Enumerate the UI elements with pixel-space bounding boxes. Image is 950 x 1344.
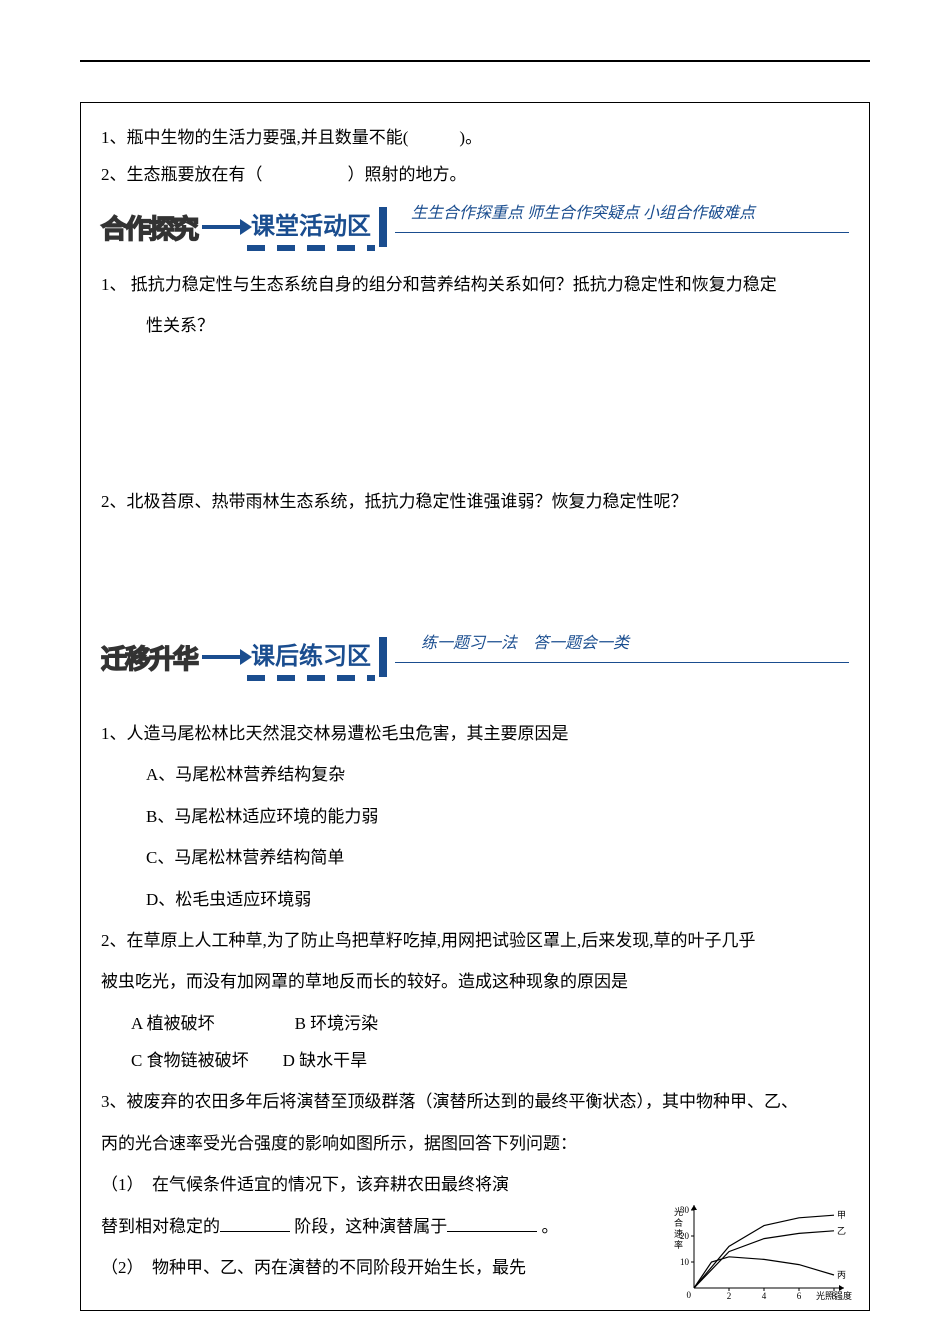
practice-q3-1a: （1） 在气候条件适宜的情况下，该弃耕农田最终将演 <box>101 1166 621 1203</box>
q2-opt-d: D 缺水干旱 <box>283 1051 368 1070</box>
content-frame: 1、瓶中生物的生活力要强,并且数量不能( )。 2、生态瓶要放在有（ ）照射的地… <box>80 102 870 1311</box>
practice-q1-b: B、马尾松林适应环境的能力弱 <box>101 798 849 835</box>
blank-fill-1[interactable] <box>220 1214 290 1232</box>
title-right-bar <box>379 637 387 677</box>
section-title-practice: 课后练习区 <box>247 634 375 673</box>
practice-q3-1b: 替到相对稳定的 阶段，这种演替属于 。 <box>101 1208 621 1245</box>
q2-opt-b: B 环境污染 <box>295 1014 379 1033</box>
arrow-icon <box>202 225 242 229</box>
section-header-practice: 迁移升华 课后练习区 练一题习一法 答一题会一类 <box>101 634 849 681</box>
section-title-box: 课后练习区 <box>247 634 375 681</box>
svg-text:速: 速 <box>674 1229 683 1239</box>
practice-q3: 3、被废弃的农田多年后将演替至顶级群落（演替所达到的最终平衡状态），其中物种甲、… <box>101 1083 849 1120</box>
svg-text:乙: 乙 <box>837 1226 846 1236</box>
activity-q1-cont: 性关系？ <box>101 307 849 344</box>
q3-1b-pre: 替到相对稳定的 <box>101 1217 220 1236</box>
section-subtitle-1: 生生合作探重点 师生合作突疑点 小组合作破难点 <box>411 199 755 223</box>
title-right-bar <box>379 207 387 247</box>
svg-text:10: 10 <box>680 1257 690 1267</box>
header-divider <box>395 662 849 663</box>
svg-text:0: 0 <box>687 1290 692 1300</box>
practice-q2-cont: 被虫吃光，而没有加网罩的草地反而长的较好。造成这种现象的原因是 <box>101 963 849 1000</box>
blank-fill-2[interactable] <box>447 1214 537 1232</box>
q2-opt-c: C 食物链被破坏 <box>131 1051 249 1070</box>
dash-underline <box>247 245 375 251</box>
q3-1b-post: 。 <box>537 1217 558 1236</box>
intro-line-1: 1、瓶中生物的生活力要强,并且数量不能( )。 <box>101 119 849 156</box>
svg-text:2: 2 <box>727 1291 732 1300</box>
outline-label-transfer: 迁移升华 <box>101 639 197 676</box>
q3-1b-mid: 阶段，这种演替属于 <box>290 1217 447 1236</box>
q2-options-row2: C 食物链被破坏 D 缺水干旱 <box>101 1042 849 1079</box>
svg-text:合: 合 <box>674 1217 683 1228</box>
svg-text:率: 率 <box>674 1239 683 1250</box>
arrow-icon <box>202 655 242 659</box>
practice-q1-d: D、松毛虫适应环境弱 <box>101 881 849 918</box>
activity-q1: 1、 抵抗力稳定性与生态系统自身的组分和营养结构关系如何？抵抗力稳定性和恢复力稳… <box>101 266 849 303</box>
practice-q2: 2、在草原上人工种草,为了防止鸟把草籽吃掉,用网把试验区罩上,后来发现,草的叶子… <box>101 922 849 959</box>
header-divider <box>395 232 849 233</box>
activity-q2: 2、北极苔原、热带雨林生态系统，抵抗力稳定性谁强谁弱？恢复力稳定性呢？ <box>101 483 849 520</box>
practice-q3-cont: 丙的光合速率受光合强度的影响如图所示，据图回答下列问题： <box>101 1125 849 1162</box>
q2-opt-a: A 植被破坏 <box>131 1014 215 1033</box>
dash-underline <box>247 675 375 681</box>
section-title-box: 课堂活动区 <box>247 204 375 251</box>
header-rule <box>80 60 870 62</box>
section-title-activity: 课堂活动区 <box>247 204 375 243</box>
svg-text:甲: 甲 <box>837 1211 846 1221</box>
intro-line-2: 2、生态瓶要放在有（ ）照射的地方。 <box>101 156 849 193</box>
q2-options-row1: A 植被破坏 B 环境污染 <box>101 1005 849 1042</box>
outline-label-collab: 合作探究 <box>101 209 197 246</box>
svg-text:光: 光 <box>674 1206 683 1217</box>
svg-text:丙: 丙 <box>837 1270 846 1280</box>
practice-q1-a: A、马尾松林营养结构复杂 <box>101 756 849 793</box>
section-header-activity: 合作探究 课堂活动区 生生合作探重点 师生合作突疑点 小组合作破难点 <box>101 204 849 251</box>
practice-q1: 1、人造马尾松林比天然混交林易遭松毛虫危害，其主要原因是 <box>101 715 849 752</box>
practice-q3-2: （2） 物种甲、乙、丙在演替的不同阶段开始生长，最先 <box>101 1249 621 1286</box>
svg-text:光照强度: 光照强度 <box>816 1290 852 1300</box>
photosynthesis-chart: 24681020300光合速率光照强度甲乙丙 <box>664 1200 854 1300</box>
practice-q1-c: C、马尾松林营养结构简单 <box>101 839 849 876</box>
section-subtitle-2: 练一题习一法 答一题会一类 <box>421 629 629 653</box>
svg-text:4: 4 <box>762 1291 767 1300</box>
svg-text:6: 6 <box>797 1291 802 1300</box>
